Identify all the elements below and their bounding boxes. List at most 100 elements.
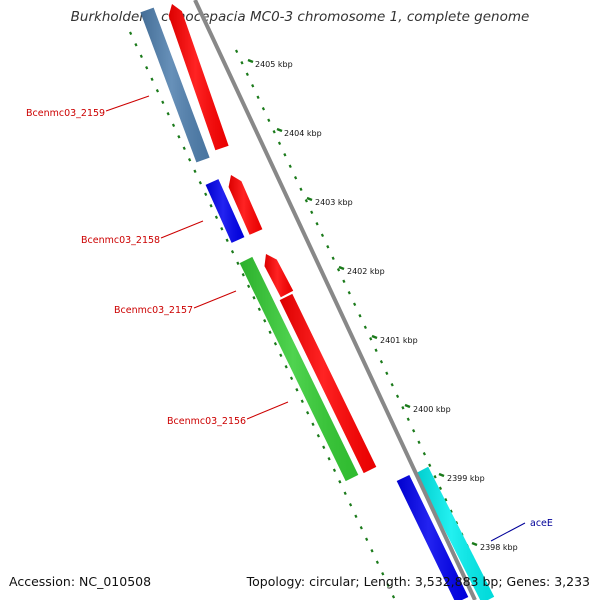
scale-tick-mark — [401, 406, 405, 410]
inner-tick-mark — [236, 261, 240, 266]
gene-callout-line — [246, 401, 289, 420]
scale-tick-mark — [326, 245, 330, 249]
scale-tick-mark — [336, 268, 341, 272]
scale-tick-mark — [406, 417, 410, 422]
scale-tick-mark — [310, 210, 314, 215]
genome-stats-text: Topology: circular; Length: 3,532,883 bp… — [246, 574, 590, 589]
inner-tick-mark — [343, 491, 347, 496]
gene-callout-line — [193, 290, 237, 309]
inner-tick-mark — [370, 549, 374, 553]
gene-block-red-2-shading — [228, 175, 263, 235]
gene-label[interactable]: aceE — [530, 518, 553, 529]
inner-tick-mark — [306, 411, 310, 415]
inner-tick-mark — [230, 250, 235, 254]
backbone-line — [193, 0, 477, 600]
inner-tick-mark — [188, 158, 192, 162]
inner-tick-mark — [209, 204, 213, 208]
scale-tick-mark — [444, 498, 448, 502]
scale-tick-mark — [390, 383, 394, 387]
inner-tick-mark — [295, 388, 299, 392]
gene-callout-line — [105, 95, 150, 112]
scale-tick-mark — [331, 256, 335, 261]
inner-tick-mark — [381, 572, 385, 576]
scale-tick-mark — [315, 222, 319, 226]
scale-tick-mark — [363, 325, 367, 330]
scale-label: 2399 kbp — [447, 474, 485, 483]
scale-tick-mark — [385, 371, 389, 376]
scale-tick-mark — [283, 153, 287, 157]
inner-tick-mark — [311, 422, 315, 427]
inner-tick-mark — [150, 77, 154, 82]
inner-tick-mark — [193, 169, 197, 174]
inner-tick-mark — [161, 100, 165, 105]
inner-tick-mark — [129, 31, 133, 36]
scale-major-tick — [438, 472, 445, 478]
scale-tick-mark — [369, 337, 373, 341]
scale-tick-mark — [299, 187, 303, 192]
scale-tick-mark — [379, 360, 384, 364]
inner-tick-mark — [177, 135, 181, 139]
gene-block-bcenmc03-2158-shading — [205, 179, 245, 243]
gene-block-blue-ace-shading — [396, 475, 469, 600]
scale-major-tick — [276, 127, 283, 133]
gene-label[interactable]: Bcenmc03_2158 — [81, 235, 160, 246]
inner-tick-mark — [327, 457, 331, 461]
inner-tick-mark — [268, 330, 272, 335]
inner-tick-mark — [198, 181, 202, 185]
inner-tick-mark — [316, 434, 320, 438]
scale-major-tick — [471, 541, 478, 547]
inner-tick-mark — [391, 595, 396, 599]
scale-tick-mark — [449, 509, 453, 514]
inner-tick-mark — [241, 273, 245, 277]
inner-tick-mark — [166, 112, 170, 116]
inner-tick-mark — [289, 376, 294, 381]
gene-label[interactable]: Bcenmc03_2156 — [167, 416, 246, 427]
scale-tick-mark — [438, 486, 443, 491]
inner-tick-mark — [171, 123, 176, 128]
scale-tick-mark — [428, 463, 432, 468]
inner-tick-mark — [155, 89, 160, 93]
inner-tick-mark — [354, 514, 358, 519]
accession-text: Accession: NC_010508 — [9, 574, 152, 589]
gene-block-bcenmc03-2159-shading — [140, 7, 210, 163]
inner-tick-mark — [257, 307, 261, 312]
gene-label[interactable]: Bcenmc03_2159 — [26, 108, 105, 119]
inner-tick-mark — [386, 583, 390, 588]
gene-block-bcenmc03-2157-shading — [239, 256, 359, 482]
scale-tick-mark — [433, 475, 437, 479]
scale-label: 2398 kbp — [480, 543, 518, 552]
map-title: Burkholderia cenocepacia MC0-3 chromosom… — [70, 9, 530, 25]
scale-tick-mark — [251, 84, 255, 88]
inner-tick-mark — [220, 227, 224, 231]
scale-major-tick — [247, 58, 254, 64]
scale-tick-mark — [294, 176, 298, 180]
inner-tick-mark — [204, 192, 208, 197]
scale-tick-mark — [288, 164, 292, 169]
gene-label[interactable]: Bcenmc03_2157 — [114, 305, 193, 316]
scale-tick-mark — [422, 452, 426, 456]
scale-tick-mark — [272, 130, 276, 134]
scale-tick-mark — [320, 233, 325, 238]
inner-tick-mark — [225, 238, 229, 243]
inner-tick-mark — [359, 526, 363, 530]
inner-tick-mark — [332, 468, 337, 473]
gene-block-red-1-shading — [168, 4, 229, 151]
inner-tick-mark — [338, 480, 342, 484]
scale-tick-mark — [395, 394, 400, 399]
scale-tick-mark — [342, 279, 346, 284]
gene-block-bcenmc03-2156-shading — [279, 293, 377, 474]
scale-major-tick — [404, 403, 411, 409]
scale-major-tick — [371, 334, 378, 340]
scale-tick-mark — [412, 429, 416, 433]
scale-tick-mark — [347, 291, 351, 295]
scale-tick-mark — [277, 141, 282, 146]
scale-label: 2404 kbp — [284, 129, 322, 138]
inner-tick-mark — [322, 445, 326, 450]
scale-tick-mark — [235, 49, 239, 54]
scale-tick-mark — [417, 440, 421, 445]
scale-major-tick — [306, 196, 313, 202]
scale-label: 2403 kbp — [315, 198, 353, 207]
scale-label: 2400 kbp — [413, 405, 451, 414]
scale-label: 2405 kbp — [255, 60, 293, 69]
